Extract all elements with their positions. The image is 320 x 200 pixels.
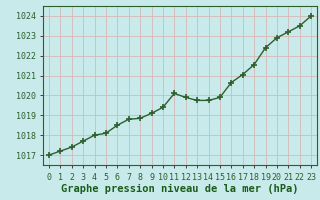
X-axis label: Graphe pression niveau de la mer (hPa): Graphe pression niveau de la mer (hPa) <box>61 184 299 194</box>
